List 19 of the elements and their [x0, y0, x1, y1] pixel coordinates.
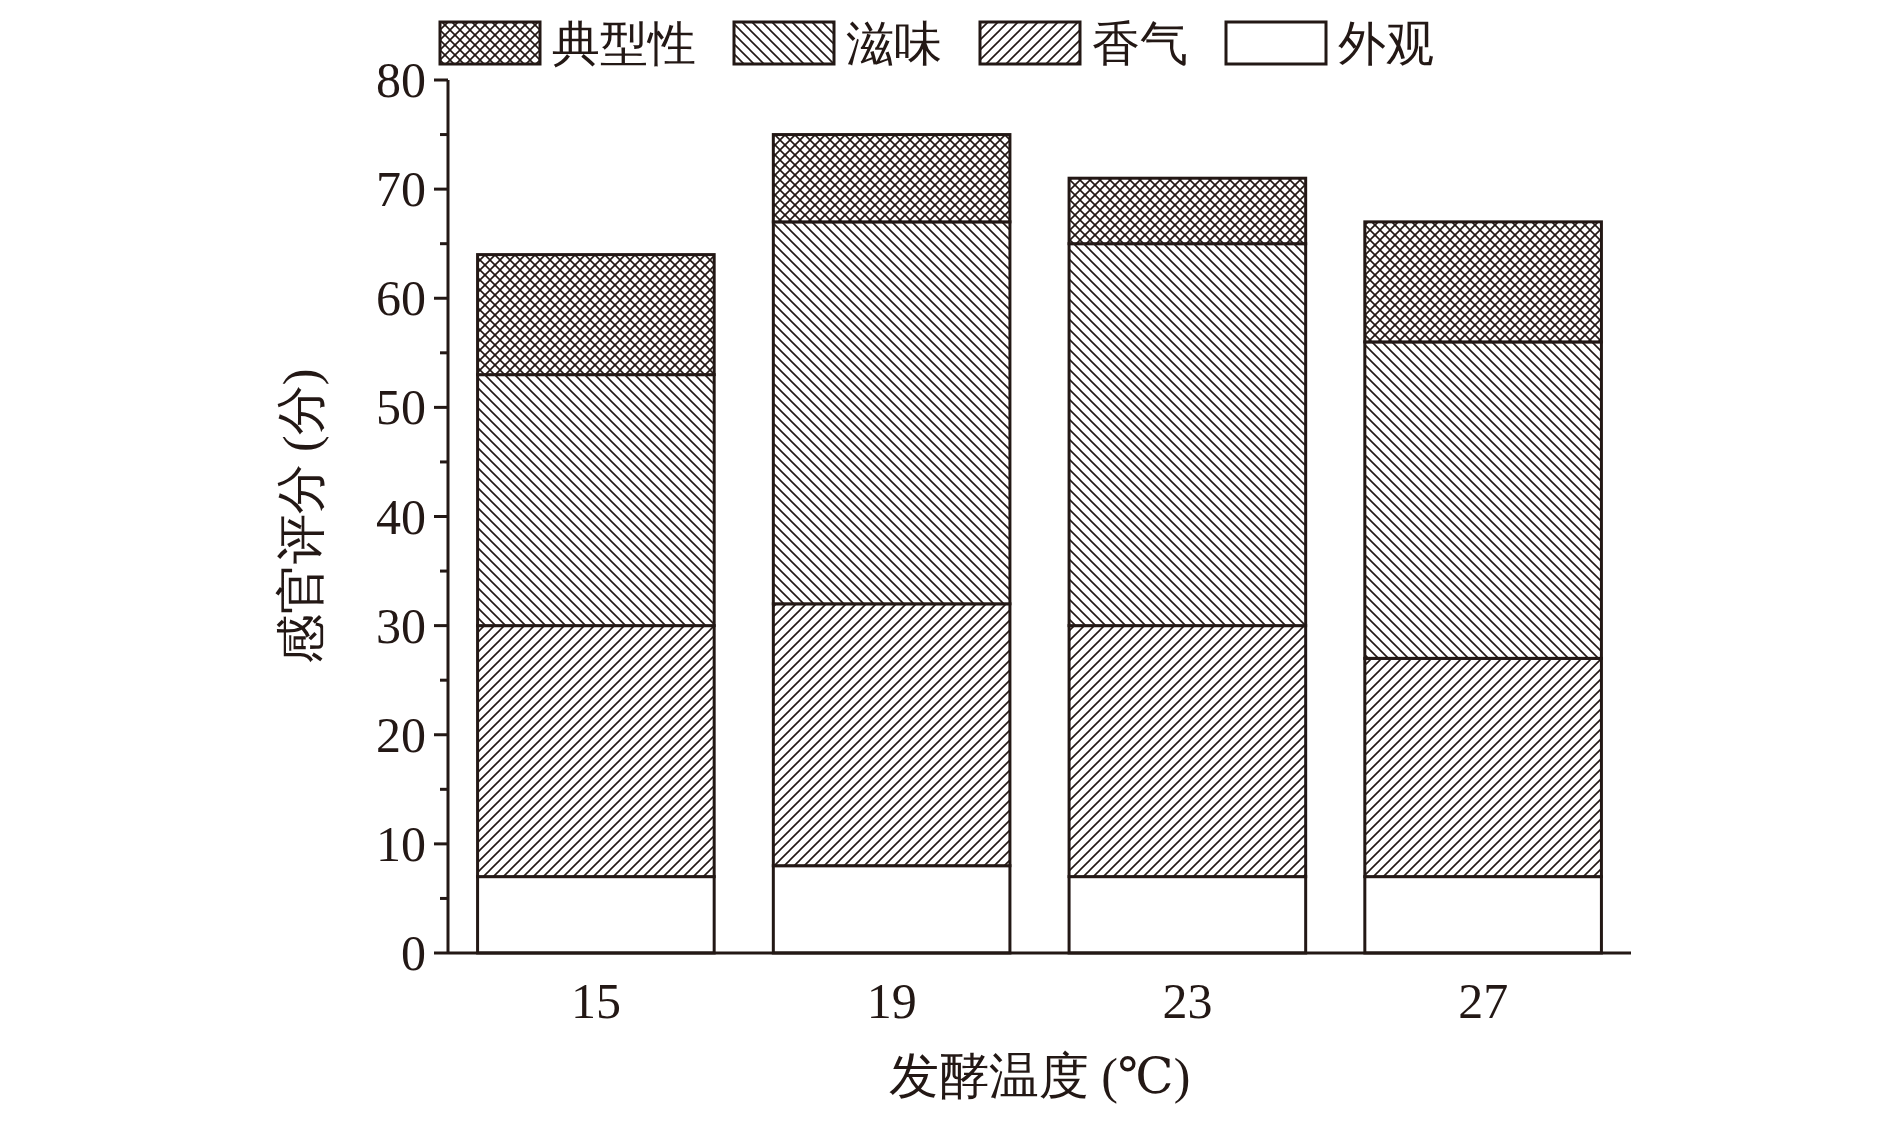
x-tick-label: 23 [1162, 973, 1213, 1029]
legend-label: 典型性 [552, 17, 696, 70]
y-tick-label: 50 [376, 379, 426, 436]
y-axis-title: 感官评分 (分) [273, 368, 329, 665]
y-tick-label: 40 [376, 488, 426, 545]
x-tick-label: 27 [1458, 973, 1509, 1029]
legend-label: 滋味 [846, 17, 942, 70]
legend-label: 香气 [1092, 17, 1188, 70]
y-tick-label: 0 [401, 925, 426, 981]
y-tick-label: 70 [376, 161, 426, 218]
x-tick-label: 15 [570, 973, 621, 1029]
x-axis-title: 发酵温度 (℃) [888, 1048, 1191, 1104]
y-tick-label: 60 [376, 270, 426, 327]
y-tick-label: 80 [376, 52, 426, 108]
y-tick-label: 30 [376, 597, 426, 654]
y-tick-label: 10 [376, 815, 426, 872]
y-tick-label: 20 [376, 706, 426, 763]
x-tick-label: 19 [866, 973, 917, 1029]
legend-label: 外观 [1338, 17, 1434, 70]
